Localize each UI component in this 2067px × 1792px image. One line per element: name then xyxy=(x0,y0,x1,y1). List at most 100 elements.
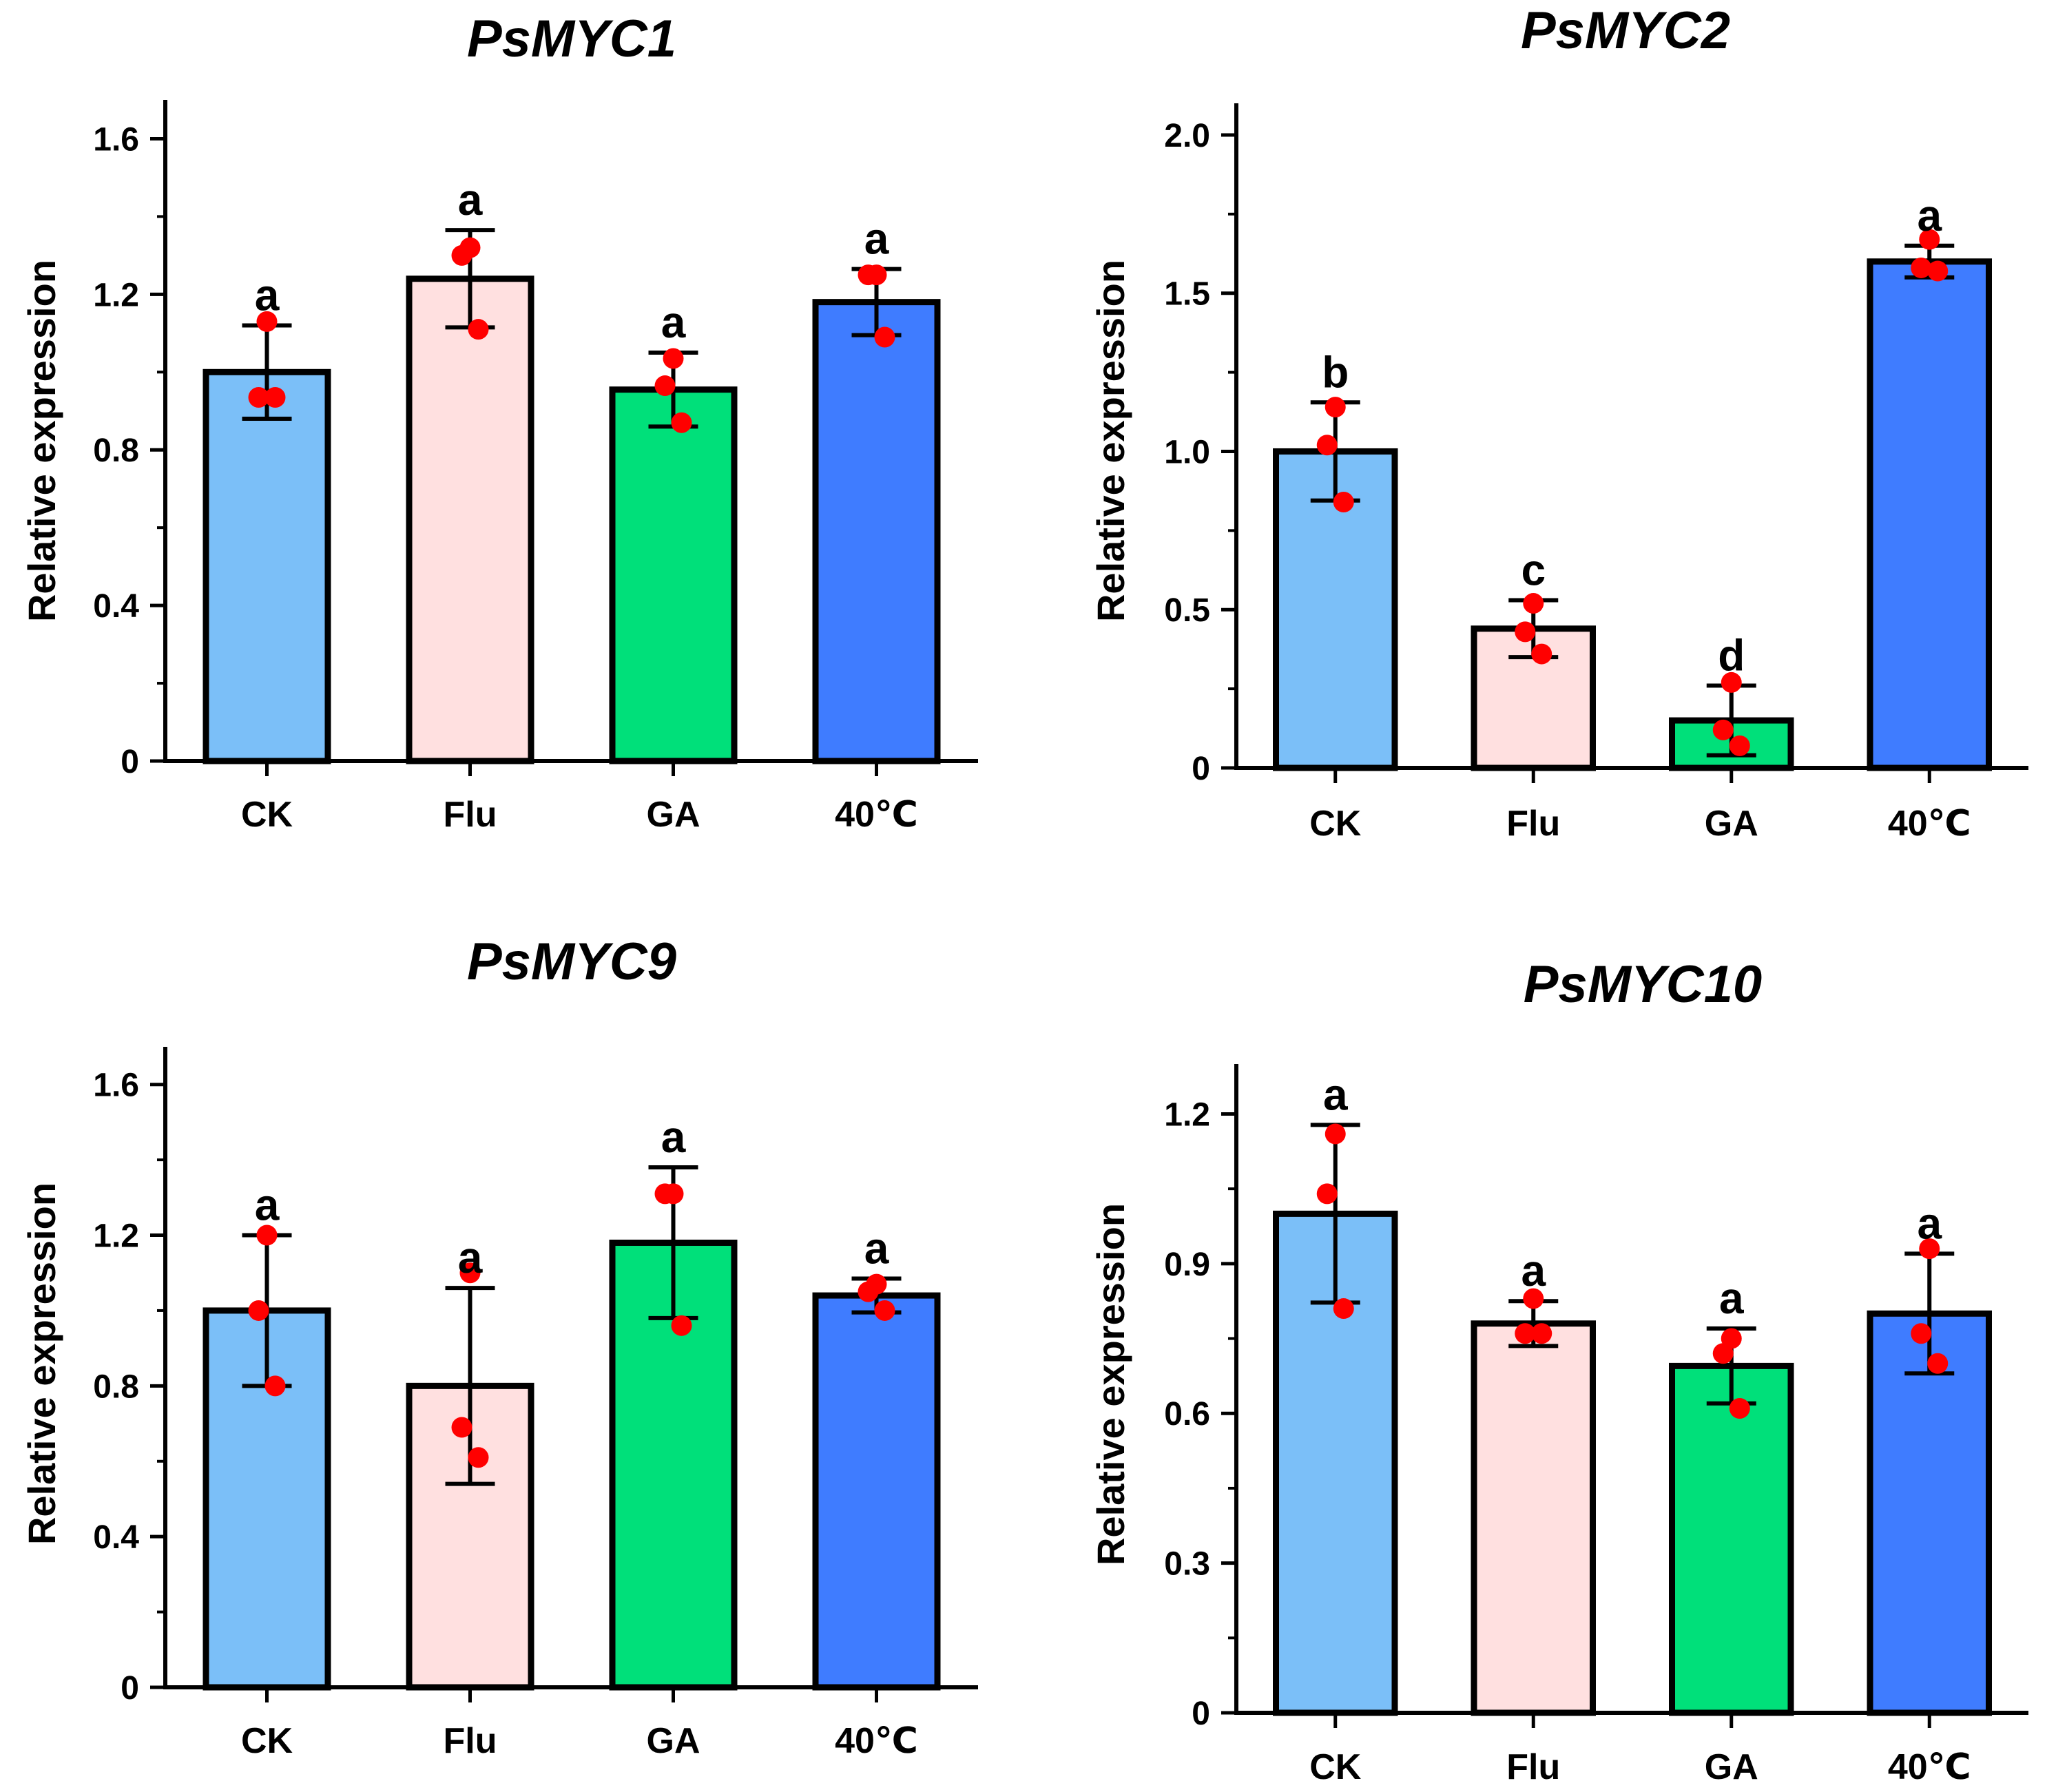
plot-area: 0 0.4 0.8 1.2 1.6 a CK a Flu a GA a 40℃ xyxy=(93,1047,978,1761)
significance-label: a xyxy=(1323,1070,1348,1119)
panel-title: PsMYC10 xyxy=(1524,955,1762,1014)
significance-label: d xyxy=(1718,631,1745,680)
data-point xyxy=(1712,1343,1734,1364)
bar xyxy=(609,386,738,764)
significance-label: b xyxy=(1322,347,1349,397)
panel-psmyc1: PsMYC1 Relative expression 0 0.4 0.8 1.2 1.6… xyxy=(20,10,978,835)
data-point xyxy=(1712,719,1734,740)
x-category-label: GA xyxy=(1705,1747,1758,1787)
panel-title: PsMYC9 xyxy=(467,933,676,991)
y-tick-label: 0.8 xyxy=(93,1368,139,1405)
x-category-label: CK xyxy=(1309,1747,1362,1787)
data-point xyxy=(1911,1323,1932,1344)
y-tick-label: 1.2 xyxy=(1164,1096,1210,1133)
bar xyxy=(1867,258,1992,771)
data-point xyxy=(654,375,676,397)
y-tick-label: 1.5 xyxy=(1164,276,1210,313)
data-point xyxy=(1325,1123,1346,1145)
x-category-label: GA xyxy=(647,795,700,835)
data-point xyxy=(1333,1298,1354,1320)
x-category-label: Flu xyxy=(1506,804,1560,844)
y-tick-label: 0.3 xyxy=(1164,1546,1210,1583)
data-point xyxy=(1325,397,1346,418)
y-tick-label: 1.2 xyxy=(93,1218,139,1255)
plot-area: 0 0.5 1.0 1.5 2.0 b CK c Flu d GA a 40℃ xyxy=(1164,103,2028,844)
data-point xyxy=(1729,1397,1750,1419)
panel-psmyc10: PsMYC10 Relative expression 0 0.3 0.6 0.9 1.… xyxy=(1089,955,2028,1787)
data-point xyxy=(1919,229,1940,250)
significance-label: a xyxy=(1521,1246,1546,1295)
data-point xyxy=(663,348,684,369)
data-point xyxy=(468,319,489,340)
significance-label: a xyxy=(255,1180,280,1230)
panel-title: PsMYC1 xyxy=(467,10,676,68)
x-category-label: 40℃ xyxy=(835,1721,918,1761)
y-tick-label: 0 xyxy=(121,744,139,780)
data-point xyxy=(1523,1288,1544,1309)
y-tick-label: 0.8 xyxy=(93,433,139,469)
data-point xyxy=(451,244,472,266)
significance-label: c xyxy=(1521,545,1546,594)
data-point xyxy=(858,1281,879,1302)
y-tick-label: 1.6 xyxy=(93,121,139,158)
data-point xyxy=(1515,621,1536,643)
data-point xyxy=(1316,435,1338,456)
significance-label: a xyxy=(661,1112,686,1162)
data-point xyxy=(248,1300,269,1321)
significance-label: a xyxy=(864,1223,889,1273)
data-point xyxy=(671,1315,692,1336)
bar xyxy=(202,368,331,764)
data-point xyxy=(654,1183,676,1205)
data-point xyxy=(874,1300,895,1321)
data-point xyxy=(1333,492,1354,512)
bar xyxy=(812,1292,941,1691)
bar xyxy=(812,299,941,764)
panel-psmyc2: PsMYC2 Relative expression 0 0.5 1.0 1.5 2.0… xyxy=(1089,1,2028,844)
y-tick-label: 0 xyxy=(1192,751,1210,787)
y-tick-label: 1.2 xyxy=(93,277,139,313)
x-category-label: 40℃ xyxy=(835,795,918,835)
significance-label: a xyxy=(1917,1198,1942,1248)
bar xyxy=(1471,1320,1596,1716)
y-tick-label: 2.0 xyxy=(1164,118,1210,154)
data-point xyxy=(468,1447,489,1468)
significance-label: a xyxy=(458,1233,483,1282)
data-point xyxy=(256,311,278,332)
bar xyxy=(1669,1362,1794,1716)
data-point xyxy=(1515,1323,1536,1344)
data-point xyxy=(858,264,879,286)
data-point xyxy=(264,387,286,408)
data-point xyxy=(451,1417,472,1438)
x-category-label: Flu xyxy=(444,795,497,835)
data-point xyxy=(459,1262,481,1284)
significance-label: a xyxy=(1917,191,1942,240)
x-category-label: Flu xyxy=(1506,1747,1560,1787)
significance-label: a xyxy=(1719,1273,1744,1323)
y-tick-label: 0 xyxy=(1192,1696,1210,1732)
data-point xyxy=(1729,735,1750,756)
y-tick-label: 0 xyxy=(121,1670,139,1707)
y-tick-label: 1.6 xyxy=(93,1067,139,1104)
x-category-label: CK xyxy=(241,795,293,835)
significance-label: a xyxy=(458,175,483,225)
x-category-label: 40℃ xyxy=(1888,804,1971,844)
y-axis-label: Relative expression xyxy=(20,1182,63,1545)
data-point xyxy=(1919,1238,1940,1260)
y-axis-label: Relative expression xyxy=(1089,1203,1132,1565)
x-category-label: Flu xyxy=(444,1721,497,1761)
y-tick-label: 0.4 xyxy=(93,1519,139,1556)
data-point xyxy=(1316,1183,1338,1205)
data-point xyxy=(264,1375,286,1397)
y-tick-label: 0.5 xyxy=(1164,592,1210,629)
data-point xyxy=(671,412,692,433)
x-category-label: CK xyxy=(241,1721,293,1761)
data-point xyxy=(874,326,895,348)
data-point xyxy=(1927,1353,1949,1374)
y-tick-label: 1.0 xyxy=(1164,434,1210,470)
data-point xyxy=(248,387,269,408)
y-tick-label: 0.4 xyxy=(93,588,139,625)
plot-area: 0 0.4 0.8 1.2 1.6 a CK a Flu a GA a 40℃ xyxy=(93,100,978,835)
data-point xyxy=(1523,593,1544,614)
significance-label: a xyxy=(255,271,280,320)
